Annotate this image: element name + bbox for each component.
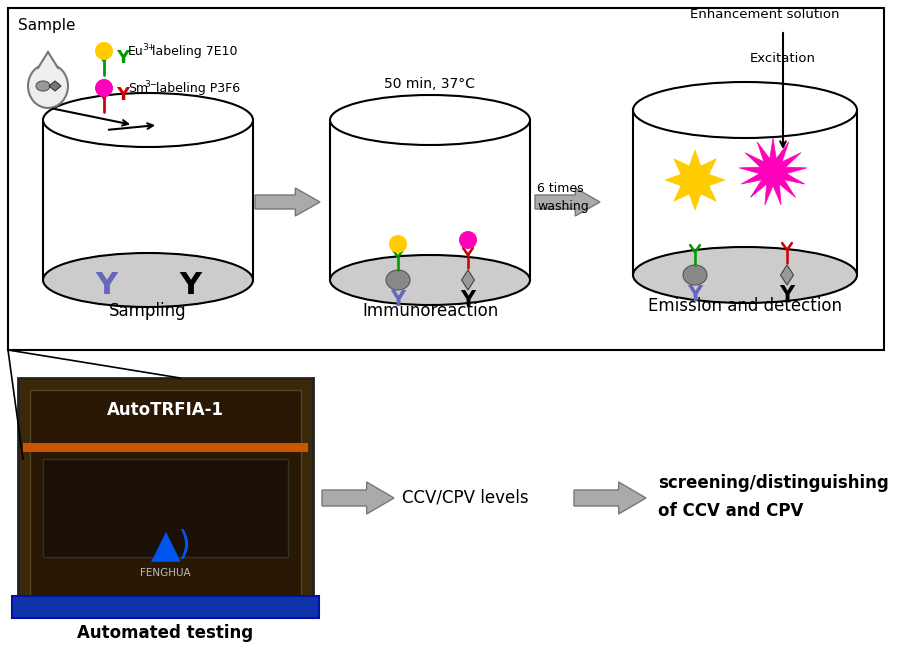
Polygon shape xyxy=(780,265,794,285)
FancyBboxPatch shape xyxy=(43,459,288,556)
Circle shape xyxy=(95,79,113,97)
Polygon shape xyxy=(43,120,253,280)
FancyBboxPatch shape xyxy=(8,8,884,350)
Polygon shape xyxy=(49,81,61,91)
FancyBboxPatch shape xyxy=(30,390,301,598)
Text: Y: Y xyxy=(179,271,201,300)
Ellipse shape xyxy=(43,93,253,147)
Ellipse shape xyxy=(683,265,707,285)
Polygon shape xyxy=(255,188,320,216)
Ellipse shape xyxy=(633,247,857,303)
Ellipse shape xyxy=(633,82,857,138)
Text: 3+: 3+ xyxy=(142,43,155,52)
Text: Immunoreaction: Immunoreaction xyxy=(362,302,498,320)
Text: ): ) xyxy=(177,529,190,562)
Ellipse shape xyxy=(386,270,410,290)
Text: ▲: ▲ xyxy=(150,526,180,564)
Text: labeling 7E10: labeling 7E10 xyxy=(148,45,238,58)
Text: Sample: Sample xyxy=(18,18,76,33)
Text: FENGHUA: FENGHUA xyxy=(141,568,191,578)
Text: Y: Y xyxy=(687,285,703,305)
Text: AutoTRFIA-1: AutoTRFIA-1 xyxy=(107,401,224,419)
Text: 6 times: 6 times xyxy=(537,182,584,195)
Circle shape xyxy=(95,42,113,60)
Text: CCV/CPV levels: CCV/CPV levels xyxy=(402,489,529,507)
Polygon shape xyxy=(535,188,600,216)
Text: screening/distinguishing: screening/distinguishing xyxy=(658,474,888,492)
Ellipse shape xyxy=(330,255,530,305)
Ellipse shape xyxy=(36,81,50,91)
Polygon shape xyxy=(330,120,530,280)
Text: Excitation: Excitation xyxy=(750,52,816,65)
Text: Y: Y xyxy=(390,290,405,310)
Polygon shape xyxy=(322,482,394,514)
Text: Sm: Sm xyxy=(128,82,148,95)
Polygon shape xyxy=(633,110,857,275)
Text: Y: Y xyxy=(116,49,129,67)
Polygon shape xyxy=(665,150,725,210)
Text: Y: Y xyxy=(116,86,129,104)
FancyBboxPatch shape xyxy=(18,378,313,610)
Polygon shape xyxy=(739,138,806,205)
Polygon shape xyxy=(574,482,646,514)
Text: 50 min, 37°C: 50 min, 37°C xyxy=(385,77,476,91)
Text: Eu: Eu xyxy=(128,45,144,58)
Text: Y: Y xyxy=(95,271,117,300)
Text: Y: Y xyxy=(460,290,476,310)
Text: Sampling: Sampling xyxy=(109,302,187,320)
Circle shape xyxy=(459,231,477,249)
Polygon shape xyxy=(38,52,58,68)
Ellipse shape xyxy=(330,95,530,145)
FancyBboxPatch shape xyxy=(12,596,319,618)
Text: Enhancement solution: Enhancement solution xyxy=(690,8,840,21)
Text: Y: Y xyxy=(779,285,795,305)
Text: washing: washing xyxy=(537,200,588,213)
Text: labeling P3F6: labeling P3F6 xyxy=(152,82,241,95)
FancyBboxPatch shape xyxy=(23,443,308,452)
Text: Automated testing: Automated testing xyxy=(77,624,253,642)
Text: of CCV and CPV: of CCV and CPV xyxy=(658,502,804,520)
Text: 3−: 3− xyxy=(144,80,158,89)
Circle shape xyxy=(389,235,407,253)
Polygon shape xyxy=(461,270,475,290)
Text: Emission and detection: Emission and detection xyxy=(648,297,842,315)
Ellipse shape xyxy=(28,64,68,108)
Ellipse shape xyxy=(43,253,253,307)
